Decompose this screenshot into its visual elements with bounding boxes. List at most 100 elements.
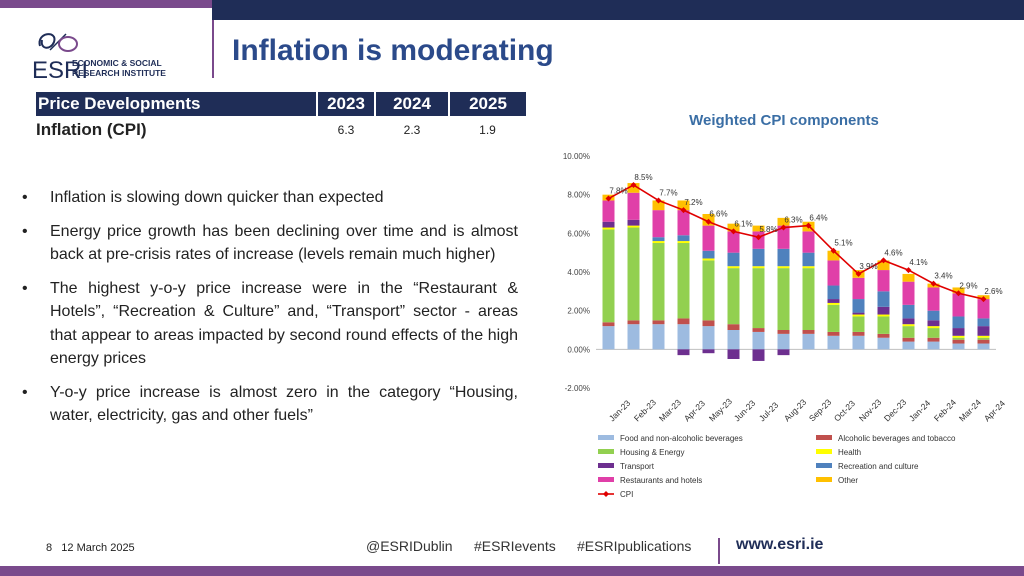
bar-segment: [702, 225, 715, 251]
bar-segment: [877, 291, 890, 307]
bar-segment: [702, 320, 715, 327]
bar-segment: [652, 320, 665, 325]
bullet-dot-icon: •: [22, 279, 28, 297]
table-header-2024: 2024: [375, 92, 450, 116]
cpi-data-label: 4.6%: [884, 248, 902, 257]
cpi-marker: [655, 197, 662, 204]
legend-label: Transport: [620, 462, 655, 471]
bar-segment: [677, 318, 690, 325]
legend-swatch: [816, 477, 832, 482]
cpi-marker: [880, 257, 887, 264]
bar-segment: [602, 221, 615, 228]
bar-segment: [977, 299, 990, 319]
bar-segment: [677, 324, 690, 350]
x-tick-label: Dec-23: [882, 397, 909, 424]
bar-segment: [802, 268, 815, 330]
legend-marker: [603, 491, 609, 497]
legend-label: Food and non-alcoholic beverages: [620, 434, 743, 443]
bar-segment: [877, 306, 890, 315]
bullet-text: The highest y-o-y price increase were in…: [50, 279, 518, 368]
x-tick-label: Apr-23: [682, 398, 707, 423]
x-tick-label: Mar-23: [657, 397, 683, 423]
bar-segment: [902, 281, 915, 305]
bar-segment: [802, 330, 815, 334]
logo-text-line1: ECONOMIC & SOCIAL: [72, 58, 162, 68]
footer-website-link[interactable]: www.esri.ie: [736, 536, 824, 553]
bar-segment: [802, 231, 815, 253]
bar-segment: [827, 285, 840, 300]
bar-segment: [977, 326, 990, 336]
cpi-marker: [805, 222, 812, 229]
bar-segment: [902, 273, 915, 282]
y-tick-label: 10.00%: [563, 152, 590, 161]
table-header-2023: 2023: [317, 92, 376, 116]
bar-segment: [902, 304, 915, 319]
table-cell-2023: 6.3: [337, 123, 355, 137]
legend-swatch: [598, 449, 614, 454]
bar-segment: [902, 318, 915, 325]
bar-segment: [652, 241, 665, 243]
bar-segment: [827, 260, 840, 286]
bar-segment: [752, 349, 765, 361]
bar-segment: [652, 243, 665, 321]
bar-segment: [727, 330, 740, 350]
bar-segment: [602, 229, 615, 323]
cpi-data-label: 5.1%: [834, 239, 852, 248]
bar-segment: [902, 326, 915, 338]
legend-label: Restaurants and hotels: [620, 476, 702, 485]
x-tick-label: Feb-24: [932, 397, 958, 423]
bar-segment: [952, 337, 965, 340]
y-tick-label: 2.00%: [567, 307, 590, 316]
esri-logo: ESRI: [32, 28, 202, 84]
bar-segment: [627, 320, 640, 325]
footer-twitter-link[interactable]: @ESRIDublin: [366, 538, 453, 554]
bar-segment: [827, 331, 840, 336]
y-tick-label: -2.00%: [565, 384, 590, 393]
cpi-data-label: 6.4%: [809, 214, 827, 223]
cpi-data-label: 4.1%: [909, 258, 927, 267]
footer-hashtag-publications[interactable]: #ESRIpublications: [577, 538, 692, 554]
bar-segment: [902, 341, 915, 350]
bar-segment: [677, 241, 690, 243]
cpi-marker: [630, 182, 637, 188]
x-tick-label: Mar-24: [957, 397, 983, 423]
bar-segment: [777, 217, 790, 226]
bar-segment: [777, 248, 790, 267]
table-cell-2025: 1.9: [479, 123, 496, 137]
bar-segment: [602, 326, 615, 350]
bar-segment: [702, 258, 715, 261]
bar-segment: [952, 316, 965, 329]
footer-hashtag-events[interactable]: #ESRIevents: [474, 538, 556, 554]
bar-segment: [602, 322, 615, 327]
legend-swatch: [816, 435, 832, 440]
legend-label: Alcoholic beverages and tobacco: [838, 434, 956, 443]
bar-segment: [677, 243, 690, 319]
price-developments-table: Price Developments 2023 2024 2025 Inflat…: [36, 92, 526, 144]
x-tick-label: Oct-23: [832, 398, 857, 423]
bar-segment: [777, 333, 790, 350]
bar-segment: [627, 225, 640, 228]
cpi-data-label: 6.3%: [784, 216, 802, 225]
bar-segment: [602, 227, 615, 230]
bar-segment: [977, 335, 990, 338]
cpi-line: [608, 184, 984, 300]
bar-segment: [877, 316, 890, 334]
bar-segment: [627, 324, 640, 350]
bullet-dot-icon: •: [22, 383, 28, 401]
bar-segment: [877, 260, 890, 271]
bar-segment: [927, 328, 940, 338]
bar-segment: [777, 268, 790, 330]
bar-segment: [827, 250, 840, 261]
top-accent-bar: [0, 0, 212, 8]
slide-title: Inflation is moderating: [232, 34, 554, 67]
bar-segment: [852, 299, 865, 313]
table-row-label: Inflation (CPI): [36, 120, 147, 139]
bar-segment: [652, 200, 665, 211]
bar-segment: [802, 252, 815, 267]
bar-segment: [852, 335, 865, 350]
bar-segment: [927, 341, 940, 350]
y-tick-label: 6.00%: [567, 229, 590, 238]
cpi-components-chart: -2.00% 0.00% 2.00% 4.00% 6.00% 8.00% 10.00% Jan…: [563, 152, 1007, 499]
legend-swatch: [598, 463, 614, 468]
bar-segment: [852, 314, 865, 317]
